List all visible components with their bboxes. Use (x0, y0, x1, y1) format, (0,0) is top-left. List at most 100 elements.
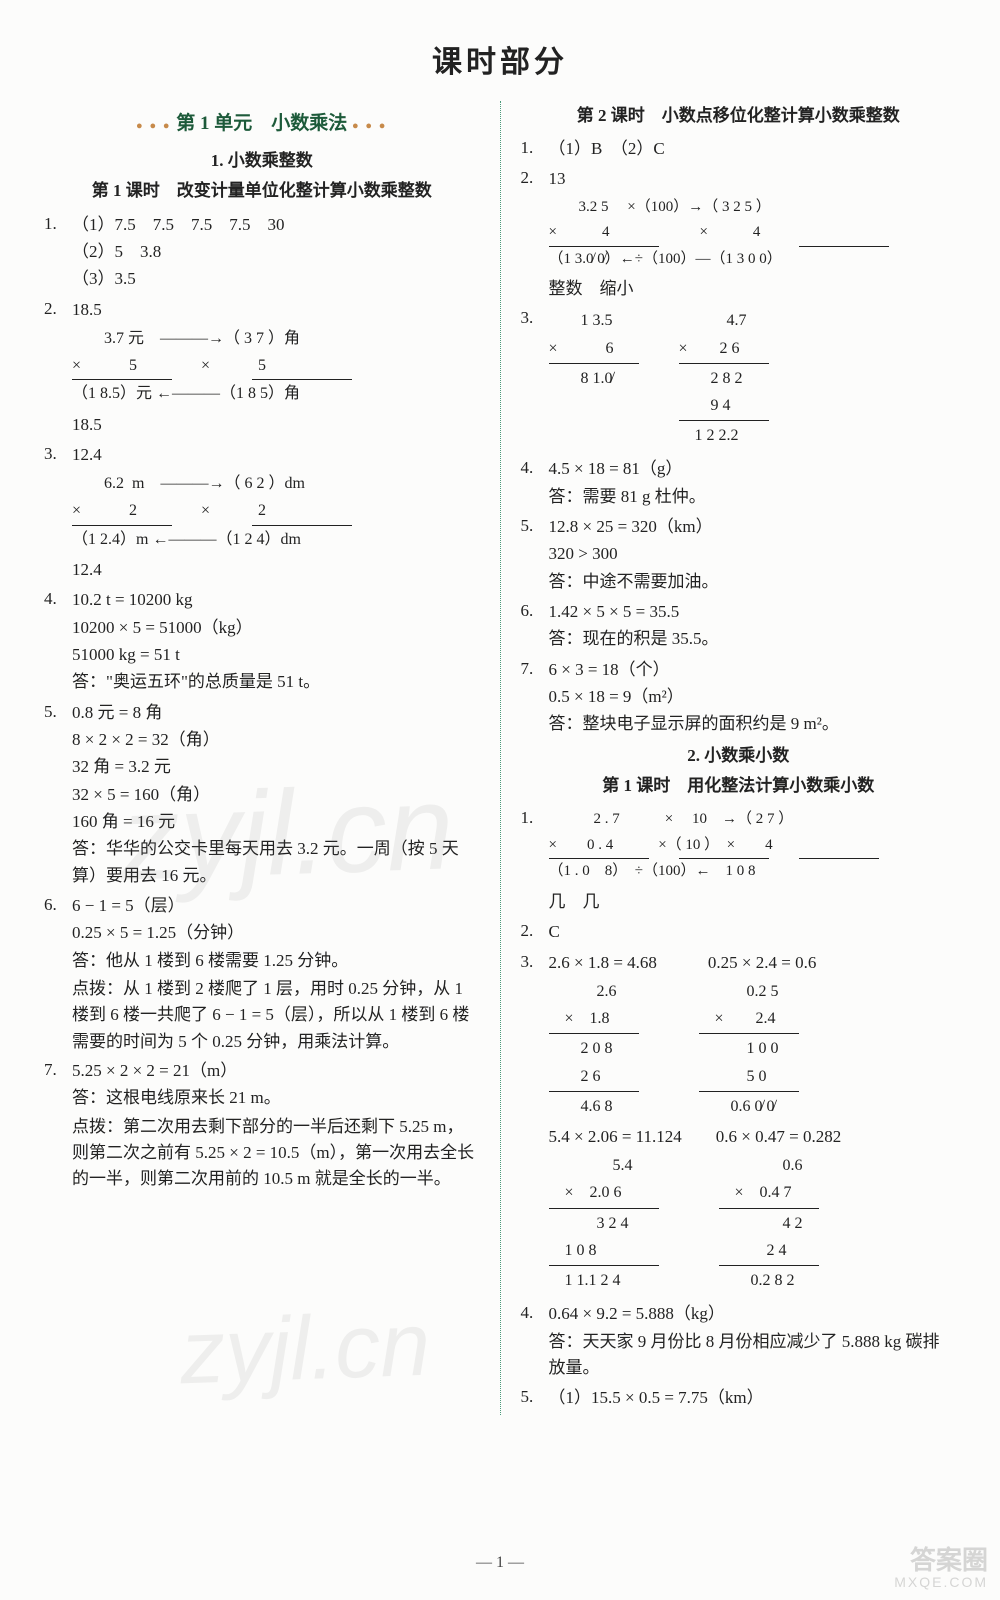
s2-q4: 4. 0.64 × 9.2 = 5.888（kg） 答：天天家 9 月份比 8 … (521, 1300, 957, 1382)
text: 答：中途不需要加油。 (549, 569, 957, 595)
row: × 4 × 4 (549, 220, 957, 246)
row: 1 3.5 (549, 307, 639, 334)
left-q6: 6. 6 − 1 = 5（层） 0.25 × 5 = 1.25（分钟） 答：他从… (44, 892, 480, 1055)
text: （1）15.5 × 0.5 = 7.75（km） (549, 1385, 957, 1411)
left-column: ● ● ● 第 1 单元 小数乘法 ● ● ● 1. 小数乘整数 第 1 课时 … (44, 101, 480, 1415)
s2-q3: 3. 2.6 × 1.8 = 4.68 0.25 × 2.4 = 0.6 2.6… (521, 949, 957, 1299)
qnum: 6. (521, 598, 549, 654)
row: （1 3.0̸ 0̸）←÷（100）—（1 3 0 0） (549, 247, 957, 273)
qbody: （1）15.5 × 0.5 = 7.75（km） (549, 1384, 957, 1412)
row: 2 8 2 (679, 365, 769, 392)
text: 18.5 (72, 412, 480, 438)
row: 3.7 元 ———→（ 3 7 ）角 (72, 325, 480, 352)
row: 8 1.0̸ (549, 365, 639, 392)
qbody: 1 3.5 × 6 8 1.0̸ 4.7 × 2 6 2 8 2 9 4 (549, 305, 957, 453)
hint: 点拨：从 1 楼到 2 楼爬了 1 层，用时 0.25 分钟，从 1 楼到 6 … (72, 976, 480, 1055)
qnum: 3. (521, 949, 549, 1299)
qbody: 2 . 7 × 10 →（ 2 7 ） × 0 . 4 ×（ 10 ） × 4 … (549, 805, 957, 916)
text: 320 > 300 (549, 541, 957, 567)
text: 答：这根电线原来长 21 m。 (72, 1085, 480, 1111)
right-q2: 2. 13 3.2 5 ×（100）→（ 3 2 5 ） × 4 × 4 （1 … (521, 165, 957, 303)
vertical-calc: 3.7 元 ———→（ 3 7 ）角 × 5 × 5 （1 8.5）元 (72, 325, 480, 408)
row: 1 2 2.2 (679, 422, 769, 449)
row: 4 2 (719, 1210, 819, 1237)
calc-d: 0.6 × 0.4 7 4 2 2 4 0.2 8 2 (719, 1152, 819, 1294)
text: 答：华华的公交卡里每天用去 3.2 元。一周（按 5 天算）要用去 16 元。 (72, 836, 480, 889)
text: 5.25 × 2 × 2 = 21（m） (72, 1058, 480, 1084)
qnum: 2. (521, 918, 549, 946)
text: 1.42 × 5 × 5 = 35.5 (549, 599, 957, 625)
dots-left: ● ● ● (136, 120, 171, 132)
right-q1: 1. （1）B （2）C (521, 135, 957, 163)
text: 12.8 × 25 = 320（km） (549, 514, 957, 540)
qbody: 13 3.2 5 ×（100）→（ 3 2 5 ） × 4 × 4 （1 3.0… (549, 165, 957, 303)
text: 答：他从 1 楼到 6 楼需要 1.25 分钟。 (72, 948, 480, 974)
lesson-2-title: 第 2 课时 小数点移位化整计算小数乘整数 (521, 103, 957, 129)
text: 18.5 (72, 297, 480, 323)
row: 2 6 (549, 1063, 639, 1090)
row: × 0.4 7 (719, 1179, 819, 1206)
vertical-calc: 6.2 m ———→（ 6 2 ）dm × 2 × 2 （1 2.4）m ←——… (72, 470, 480, 553)
lesson-2b-title: 第 1 课时 用化整法计算小数乘小数 (521, 773, 957, 799)
content-columns: ● ● ● 第 1 单元 小数乘法 ● ● ● 1. 小数乘整数 第 1 课时 … (44, 101, 956, 1415)
left-q7: 7. 5.25 × 2 × 2 = 21（m） 答：这根电线原来长 21 m。 … (44, 1057, 480, 1193)
qnum: 1. (521, 805, 549, 916)
dots-right: ● ● ● (352, 120, 387, 132)
right-q5: 5. 12.8 × 25 = 320（km） 320 > 300 答：中途不需要… (521, 513, 957, 596)
row: 5 0 (699, 1063, 799, 1090)
qbody: 0.64 × 9.2 = 5.888（kg） 答：天天家 9 月份比 8 月份相… (549, 1300, 957, 1382)
qnum: 3. (44, 441, 72, 584)
text: （2）5 3.8 (72, 239, 480, 265)
row: × 0 . 4 ×（ 10 ） × 4 (549, 833, 957, 859)
qbody: 6 × 3 = 18（个） 0.5 × 18 = 9（m²） 答：整块电子显示屏… (549, 656, 957, 739)
row: 2 0 8 (549, 1035, 639, 1062)
row: 3.2 5 ×（100）→（ 3 2 5 ） (549, 195, 957, 221)
text: 整数 缩小 (549, 276, 957, 302)
qbody: 2.6 × 1.8 = 4.68 0.25 × 2.4 = 0.6 2.6 × … (549, 949, 957, 1299)
text: 答：整块电子显示屏的面积约是 9 m²。 (549, 711, 957, 737)
s2-q5: 5. （1）15.5 × 0.5 = 7.75（km） (521, 1384, 957, 1412)
text: （1）7.5 7.5 7.5 7.5 30 (72, 212, 480, 238)
calc-b: 0.2 5 × 2.4 1 0 0 5 0 0.6 0̸ 0̸ (699, 978, 799, 1120)
qbody: 1.42 × 5 × 5 = 35.5 答：现在的积是 35.5。 (549, 598, 957, 654)
row: （1 8.5）元 ←———（1 8 5）角 (72, 380, 480, 407)
qbody: 4.5 × 18 = 81（g） 答：需要 81 g 杜仲。 (549, 455, 957, 511)
row: 4.6 8 (549, 1093, 639, 1120)
text: （1）B （2）C (549, 136, 957, 162)
text: 0.8 元 = 8 角 (72, 700, 480, 726)
row: 9 4 (679, 392, 769, 419)
vertical-calc: 2 . 7 × 10 →（ 2 7 ） × 0 . 4 ×（ 10 ） × 4 … (549, 807, 957, 885)
text: 0.64 × 9.2 = 5.888（kg） (549, 1301, 957, 1327)
corner-wm-line2: MXQE.COM (894, 1575, 988, 1590)
left-q4: 4. 10.2 t = 10200 kg 10200 × 5 = 51000（k… (44, 586, 480, 696)
qbody: （1）7.5 7.5 7.5 7.5 30 （2）5 3.8 （3）3.5 (72, 211, 480, 294)
row: （1 2.4）m ←———（1 2 4）dm (72, 526, 480, 553)
page-title: 课时部分 (44, 40, 956, 87)
right-q7: 7. 6 × 3 = 18（个） 0.5 × 18 = 9（m²） 答：整块电子… (521, 656, 957, 739)
text: 答：天天家 9 月份比 8 月份相应减少了 5.888 kg 碳排放量。 (549, 1329, 957, 1382)
row: 2 . 7 × 10 →（ 2 7 ） (549, 807, 957, 833)
right-column: 第 2 课时 小数点移位化整计算小数乘整数 1. （1）B （2）C 2. 13… (521, 101, 957, 1415)
row: （1 . 0 8） ÷（100）← 1 0 8 (549, 859, 957, 885)
right-q4: 4. 4.5 × 18 = 81（g） 答：需要 81 g 杜仲。 (521, 455, 957, 511)
left-q5: 5. 0.8 元 = 8 角 8 × 2 × 2 = 32（角） 32 角 = … (44, 699, 480, 890)
qnum: 4. (44, 586, 72, 696)
text: 0.25 × 5 = 1.25（分钟） (72, 920, 480, 946)
row: 3 2 4 (549, 1210, 659, 1237)
calc-c: 5.4 × 2.0 6 3 2 4 1 0 8 1 1.1 2 4 (549, 1152, 659, 1294)
s2-q1: 1. 2 . 7 × 10 →（ 2 7 ） × 0 . 4 ×（ 10 ） ×… (521, 805, 957, 916)
text: 答："奥运五环"的总质量是 51 t。 (72, 669, 480, 695)
row: 1 0 8 (549, 1237, 659, 1264)
qnum: 4. (521, 455, 549, 511)
row: 1 1.1 2 4 (549, 1267, 659, 1294)
lesson-1-title: 第 1 课时 改变计量单位化整计算小数乘整数 (44, 178, 480, 204)
text: 5.4 × 2.06 = 11.124 0.6 × 0.47 = 0.282 (549, 1124, 957, 1150)
qnum: 7. (521, 656, 549, 739)
row: × 6 (549, 335, 639, 362)
text: 几 几 (549, 889, 957, 915)
qnum: 2. (44, 296, 72, 439)
text: 4.5 × 18 = 81（g） (549, 456, 957, 482)
text: 0.5 × 18 = 9（m²） (549, 684, 957, 710)
text: 12.4 (72, 442, 480, 468)
calc-a: 1 3.5 × 6 8 1.0̸ (549, 307, 639, 449)
